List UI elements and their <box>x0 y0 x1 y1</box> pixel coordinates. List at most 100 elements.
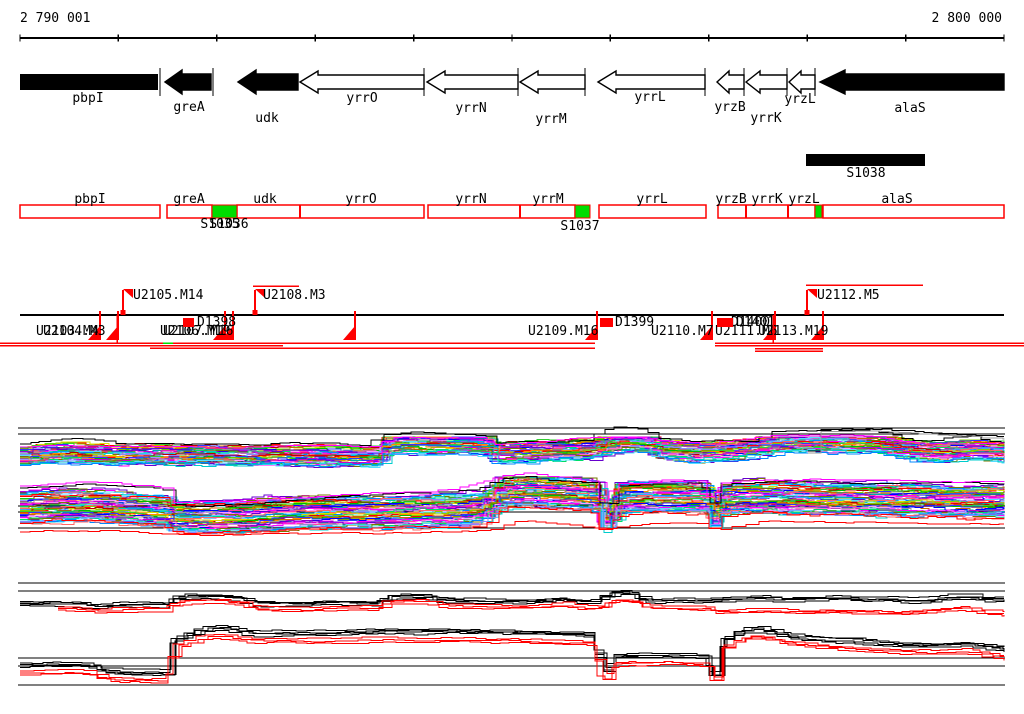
gene-label-pbpI: pbpI <box>72 91 103 106</box>
up-flag-label: U2108.M3 <box>263 288 326 303</box>
gene-label-yrrK: yrrK <box>750 111 781 126</box>
flag-base-mark <box>120 310 126 315</box>
tu-s-label: S1035 <box>200 217 239 232</box>
tu-s-label: S1036 <box>209 217 248 232</box>
expression-line <box>20 448 1005 468</box>
gene-arrow-udk[interactable] <box>236 68 299 96</box>
up-flag-U2105.M14[interactable] <box>123 289 133 298</box>
expression-line <box>20 481 1005 516</box>
segment-label: S1038 <box>846 166 885 181</box>
expression-line <box>20 476 1004 503</box>
ruler-start-label: 2 790 001 <box>20 11 91 26</box>
gene-arrow-alaS[interactable] <box>818 68 1005 96</box>
probe-box-label: D1398 <box>197 315 236 330</box>
expression-line <box>20 506 1004 534</box>
down-flag-label: U2111.M6 <box>715 324 778 339</box>
tu-green-segment[interactable] <box>211 204 238 219</box>
ruler-end-label: 2 800 000 <box>931 11 1002 26</box>
tu-gene-label: yrzB <box>715 192 746 207</box>
probe-flag-track: U2105.M14 U2108.M3 U2112.M5 U2103.M4U2104.M… <box>0 284 1024 352</box>
up-flag-label: U2112.M5 <box>817 288 880 303</box>
tu-box[interactable] <box>822 204 1005 219</box>
tu-gene-label: yrrO <box>345 192 376 207</box>
probe-box-label: D1401 <box>736 315 775 330</box>
gene-label-alaS: alaS <box>894 101 925 116</box>
gene-arrow-pbpI[interactable] <box>20 74 158 90</box>
segment-bar-S1038[interactable] <box>806 154 925 166</box>
gene-arrow-yrrK[interactable] <box>744 69 788 95</box>
up-flag-U2112.M5[interactable] <box>807 289 817 298</box>
tu-gene-label: yrrL <box>636 192 667 207</box>
gene-label-yrrO: yrrO <box>346 91 377 106</box>
expression-line <box>20 449 1005 468</box>
down-flag-U2109.M16[interactable] <box>585 326 597 340</box>
flag-base-mark <box>252 310 258 315</box>
transcription-unit-track: pbpI greA udk yrrO yrrN yrrM yrrL yrzB yrrK yrzL a… <box>19 192 1005 234</box>
down-flag-U2106.M19[interactable] <box>213 326 225 340</box>
expression-line <box>20 501 1005 534</box>
expression-line <box>20 449 1005 467</box>
summary-line <box>20 635 1005 682</box>
gene-arrow-yrrM[interactable] <box>518 69 586 95</box>
gene-label-udk: udk <box>255 111 279 126</box>
gene-label-yrzL: yrzL <box>784 92 815 107</box>
down-flag-U2111.M6[interactable] <box>763 326 775 340</box>
tu-gene-label: yrrN <box>455 192 486 207</box>
up-flag-U2108.M3[interactable] <box>255 289 265 298</box>
up-flag-label: U2105.M14 <box>133 288 204 303</box>
gene-arrow-yrrO[interactable] <box>298 69 425 95</box>
down-flag-label: U2103.M4 <box>36 324 99 339</box>
down-flag-U2113.M19[interactable] <box>811 326 823 340</box>
expression-panel-summary <box>18 582 1005 686</box>
down-flag-U2110.M7[interactable] <box>700 326 712 340</box>
summary-line <box>20 591 1004 608</box>
envelope-line <box>20 475 1005 508</box>
down-flag-label: U2104.M3 <box>43 324 106 339</box>
probe-box-D1401[interactable] <box>720 318 733 327</box>
down-flag-U2107.M16[interactable] <box>221 326 233 340</box>
tu-gene-label: yrrK <box>751 192 782 207</box>
flag-base-mark <box>804 310 810 315</box>
envelope-line <box>20 472 1005 504</box>
gene-label-yrrM: yrrM <box>535 112 566 127</box>
summary-line <box>20 626 1005 677</box>
probe-box-D1398[interactable] <box>183 318 194 327</box>
summary-line <box>20 637 1005 684</box>
envelope-line <box>20 520 1004 537</box>
tu-green-segment[interactable] <box>814 204 823 219</box>
tu-gene-label: yrrM <box>532 192 563 207</box>
summary-line <box>58 599 1005 617</box>
down-flag-label: U2113.M19 <box>758 324 828 339</box>
down-flag-mark[interactable] <box>343 326 355 340</box>
gene-label-yrrL: yrrL <box>634 90 665 105</box>
down-flag-U2104.M3[interactable] <box>106 326 118 340</box>
tu-box[interactable] <box>598 204 707 219</box>
tu-gene-label: udk <box>253 192 277 207</box>
ruler-track <box>19 34 1005 42</box>
probe-box-label: D1399 <box>615 315 654 330</box>
gene-arrow-greA[interactable] <box>163 68 212 96</box>
segment-track: S1038 <box>806 154 925 181</box>
gene-arrow-yrzL[interactable] <box>787 69 816 95</box>
down-flag-U2103.M4[interactable] <box>88 326 100 340</box>
gene-label-yrzB: yrzB <box>714 100 745 115</box>
gene-arrow-yrrN[interactable] <box>425 69 519 95</box>
gene-label-greA: greA <box>173 100 204 115</box>
tu-box[interactable] <box>19 204 161 219</box>
gene-arrow-yrzB[interactable] <box>715 69 745 95</box>
tu-gene-label: alaS <box>881 192 912 207</box>
down-flag-label: U2107.M16 <box>163 324 233 339</box>
expression-line <box>20 439 1005 459</box>
probe-box-D1399[interactable] <box>600 318 613 327</box>
down-flag-label: U2109.M16 <box>528 324 598 339</box>
tu-green-segment[interactable] <box>574 204 591 219</box>
expression-line <box>20 503 1005 533</box>
summary-line <box>20 593 1005 610</box>
tu-s-label: S1037 <box>560 219 599 234</box>
gene-label-yrrN: yrrN <box>455 101 486 116</box>
envelope-line <box>808 430 1005 454</box>
tu-gene-label: pbpI <box>74 192 105 207</box>
